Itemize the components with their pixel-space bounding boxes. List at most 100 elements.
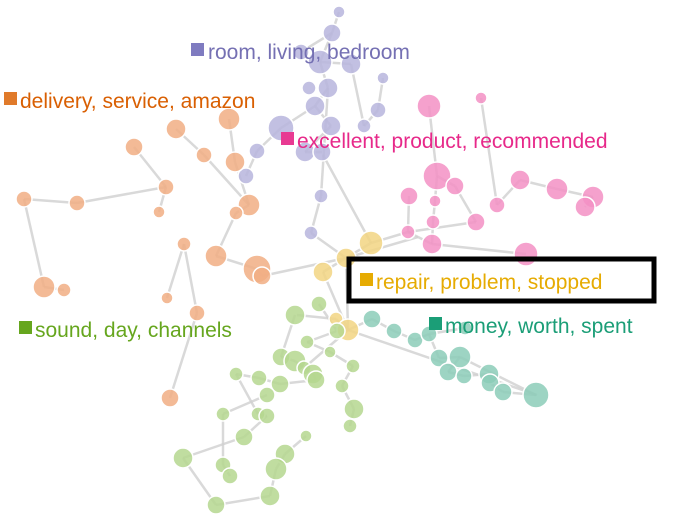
- delivery-node[interactable]: [124, 137, 144, 157]
- sound-node[interactable]: [310, 295, 328, 313]
- delivery-node[interactable]: [56, 282, 72, 298]
- sound-node[interactable]: [299, 334, 315, 350]
- delivery-node[interactable]: [157, 178, 175, 196]
- sound-node[interactable]: [215, 406, 231, 422]
- money-node[interactable]: [493, 382, 513, 402]
- excellent-node[interactable]: [399, 186, 419, 206]
- money-node[interactable]: [457, 320, 473, 336]
- money-node[interactable]: [385, 322, 403, 340]
- room-edge: [319, 87, 330, 197]
- sound-node[interactable]: [284, 304, 306, 326]
- legend-item-excellent[interactable]: excellent, product, recommended: [281, 130, 608, 153]
- delivery-node[interactable]: [195, 146, 213, 164]
- legend-item-money[interactable]: money, worth, spent: [429, 315, 633, 338]
- delivery-node[interactable]: [32, 275, 56, 299]
- sound-node[interactable]: [259, 485, 281, 507]
- excellent-node[interactable]: [474, 91, 488, 105]
- excellent-node[interactable]: [416, 93, 442, 119]
- money-node[interactable]: [522, 381, 550, 409]
- room-node[interactable]: [292, 43, 310, 61]
- sound-node[interactable]: [234, 427, 254, 447]
- legend-item-delivery[interactable]: delivery, service, amazon: [4, 90, 255, 113]
- room-node[interactable]: [376, 71, 390, 85]
- sound-node[interactable]: [264, 457, 288, 481]
- delivery-node[interactable]: [160, 291, 174, 305]
- delivery-node[interactable]: [188, 304, 206, 322]
- delivery-node[interactable]: [228, 205, 244, 221]
- legend-swatch-sound: [19, 321, 32, 334]
- sound-node[interactable]: [299, 429, 313, 443]
- label-layer: room, living, bedroom delivery, service,…: [4, 41, 657, 342]
- legend-label-excellent: excellent, product, recommended: [297, 130, 608, 153]
- room-node[interactable]: [248, 142, 266, 160]
- excellent-edge: [431, 242, 527, 256]
- legend-item-repair[interactable]: repair, problem, stopped: [346, 256, 657, 304]
- delivery-node[interactable]: [237, 193, 261, 217]
- sound-node[interactable]: [258, 386, 276, 404]
- sound-node[interactable]: [206, 495, 226, 515]
- money-node[interactable]: [448, 345, 472, 369]
- room-node[interactable]: [304, 95, 326, 117]
- excellent-node[interactable]: [428, 194, 442, 208]
- sound-node[interactable]: [306, 370, 326, 390]
- excellent-node[interactable]: [466, 212, 486, 232]
- legend-swatch-room: [191, 43, 204, 56]
- excellent-node[interactable]: [488, 196, 506, 214]
- sound-node[interactable]: [328, 322, 346, 340]
- sound-node[interactable]: [343, 398, 365, 420]
- room-node[interactable]: [356, 118, 372, 134]
- delivery-node[interactable]: [204, 244, 228, 268]
- excellent-node[interactable]: [513, 241, 539, 267]
- excellent-node[interactable]: [400, 224, 416, 240]
- legend-swatch-repair: [360, 273, 373, 286]
- excellent-node[interactable]: [509, 169, 531, 191]
- room-node[interactable]: [369, 101, 387, 119]
- room-node[interactable]: [237, 167, 255, 185]
- sound-node[interactable]: [334, 378, 350, 394]
- delivery-node[interactable]: [217, 107, 241, 131]
- repair-node[interactable]: [358, 230, 384, 256]
- sound-node[interactable]: [342, 418, 358, 434]
- sound-node[interactable]: [345, 358, 361, 374]
- delivery-node[interactable]: [176, 236, 192, 252]
- room-node[interactable]: [307, 49, 333, 75]
- money-node[interactable]: [362, 309, 382, 329]
- legend-item-sound[interactable]: sound, day, channels: [19, 319, 232, 342]
- sound-node[interactable]: [258, 407, 276, 425]
- delivery-node[interactable]: [68, 194, 86, 212]
- delivery-node[interactable]: [160, 388, 180, 408]
- sound-node[interactable]: [323, 345, 337, 359]
- excellent-node[interactable]: [425, 214, 441, 230]
- legend-label-money: money, worth, spent: [445, 315, 633, 338]
- money-node[interactable]: [429, 348, 449, 368]
- excellent-node[interactable]: [545, 177, 569, 201]
- room-node[interactable]: [317, 77, 339, 99]
- room-node[interactable]: [313, 188, 329, 204]
- excellent-node[interactable]: [421, 233, 443, 255]
- excellent-node[interactable]: [574, 196, 596, 218]
- delivery-node[interactable]: [15, 190, 33, 208]
- legend-item-room[interactable]: room, living, bedroom: [191, 41, 410, 64]
- delivery-node[interactable]: [152, 205, 166, 219]
- room-node[interactable]: [340, 53, 362, 75]
- excellent-node[interactable]: [422, 161, 452, 191]
- sound-node[interactable]: [250, 369, 268, 387]
- room-node[interactable]: [312, 142, 332, 162]
- sound-node[interactable]: [228, 366, 244, 382]
- room-node[interactable]: [303, 225, 319, 241]
- sound-node[interactable]: [221, 467, 239, 485]
- excellent-node[interactable]: [445, 176, 465, 196]
- room-node[interactable]: [301, 80, 317, 96]
- room-node[interactable]: [332, 5, 346, 19]
- delivery-node[interactable]: [252, 266, 272, 286]
- repair-node[interactable]: [312, 261, 334, 283]
- sound-node[interactable]: [172, 447, 194, 469]
- delivery-node[interactable]: [165, 118, 187, 140]
- money-node[interactable]: [438, 362, 458, 382]
- delivery-node[interactable]: [224, 151, 246, 173]
- money-node[interactable]: [455, 367, 473, 385]
- room-node[interactable]: [320, 115, 342, 137]
- cross-edge: [261, 256, 347, 278]
- sound-node[interactable]: [270, 374, 290, 394]
- room-node[interactable]: [322, 23, 342, 43]
